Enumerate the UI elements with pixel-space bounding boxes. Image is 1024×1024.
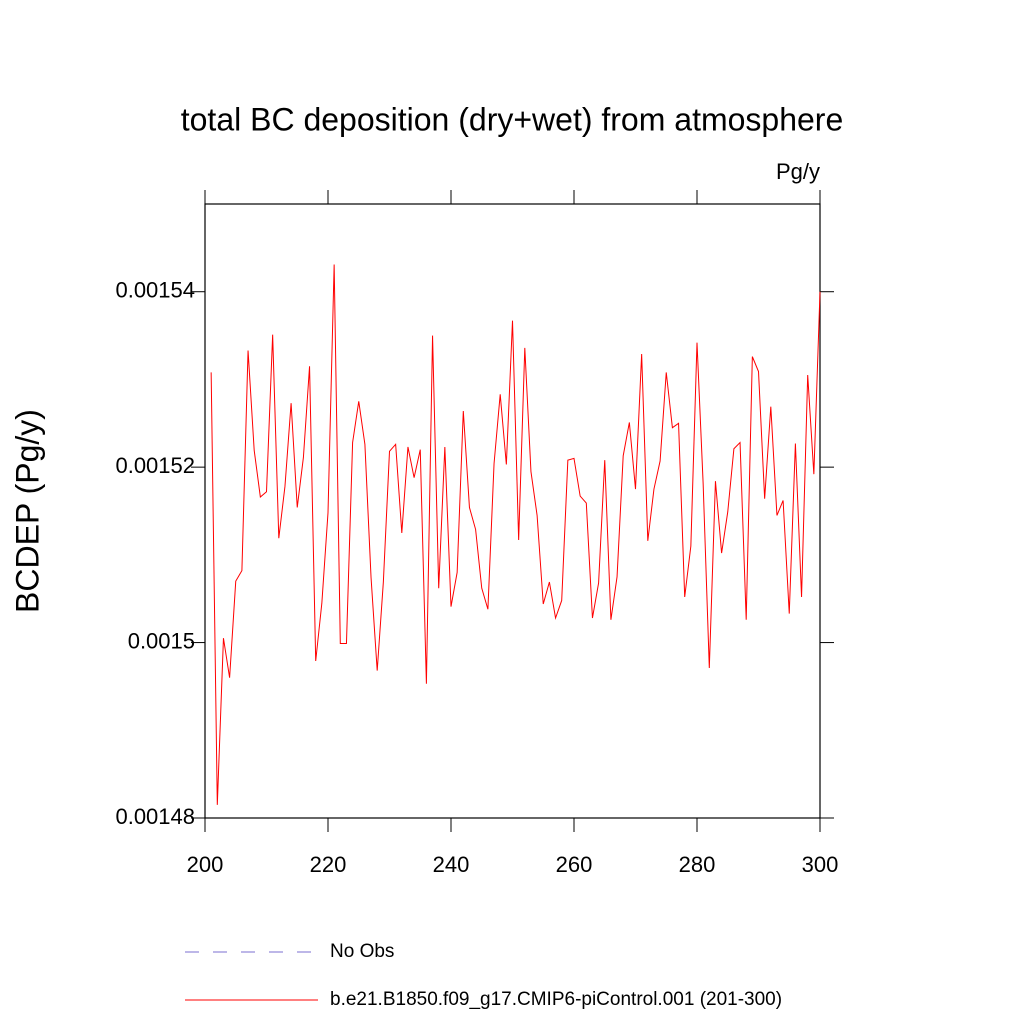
x-tick-label: 220 — [310, 852, 347, 877]
y-tick-label: 0.00148 — [115, 804, 195, 829]
legend-label: No Obs — [330, 941, 394, 962]
x-tick-label: 240 — [433, 852, 470, 877]
x-tick-label: 200 — [187, 852, 224, 877]
plot-frame — [204, 203, 821, 819]
y-tick-label: 0.0015 — [128, 628, 195, 653]
chart-title: total BC deposition (dry+wet) from atmos… — [181, 101, 844, 137]
legend-label: b.e21.B1850.f09_g17.CMIP6-piControl.001 … — [330, 989, 782, 1010]
x-tick-label: 300 — [802, 852, 839, 877]
x-tick-label: 280 — [679, 852, 716, 877]
y-axis-label: BCDEP (Pg/y) — [9, 409, 45, 613]
y-tick-label: 0.00154 — [115, 278, 195, 303]
data-line — [210, 264, 821, 805]
y-tick-label: 0.00152 — [115, 453, 195, 478]
units-label: Pg/y — [776, 159, 820, 184]
x-tick-label: 260 — [556, 852, 593, 877]
